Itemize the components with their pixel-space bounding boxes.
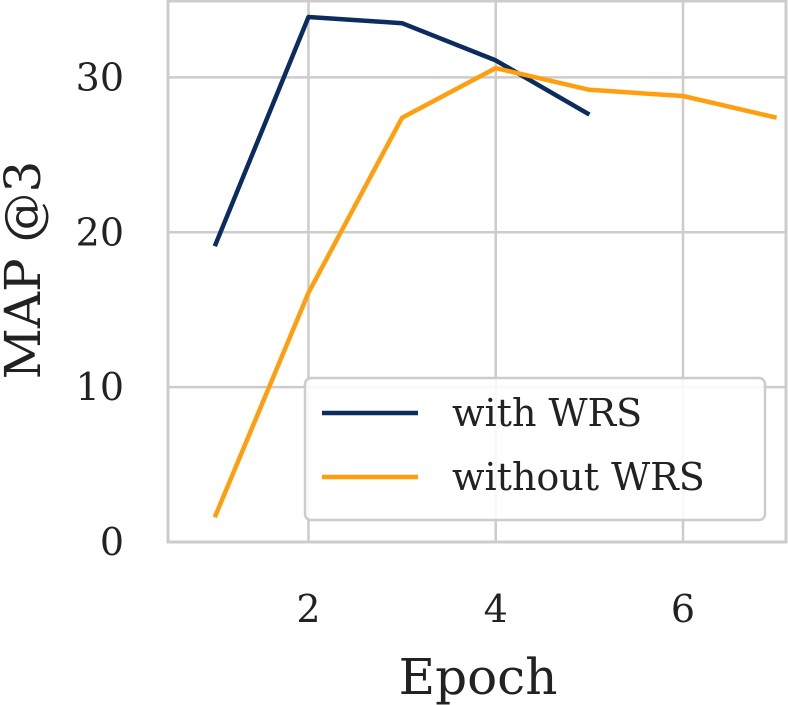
series-lines [212,14,778,519]
series-line-2 [212,65,778,519]
y-tick-label: 10 [76,365,124,409]
x-tick-label: 2 [296,587,320,631]
plot-border [166,0,788,544]
x-tick-label: 4 [484,587,508,631]
plot-frame [166,0,788,544]
legend-label-2: without WRS [452,455,705,499]
x-tick-label: 6 [671,587,695,631]
x-axis-label: Epoch [399,648,558,705]
y-tick-label: 20 [76,210,124,254]
legend-label-1: with WRS [452,391,642,435]
series-line-1 [212,14,591,248]
tick-labels: 2 4 6 0 10 20 30 [76,55,695,631]
legend-box [303,376,767,522]
legend: with WRS without WRS [303,376,767,522]
y-tick-label: 0 [100,520,124,564]
y-axis-label: MAP @3 [0,161,52,380]
y-tick-label: 30 [76,55,124,99]
